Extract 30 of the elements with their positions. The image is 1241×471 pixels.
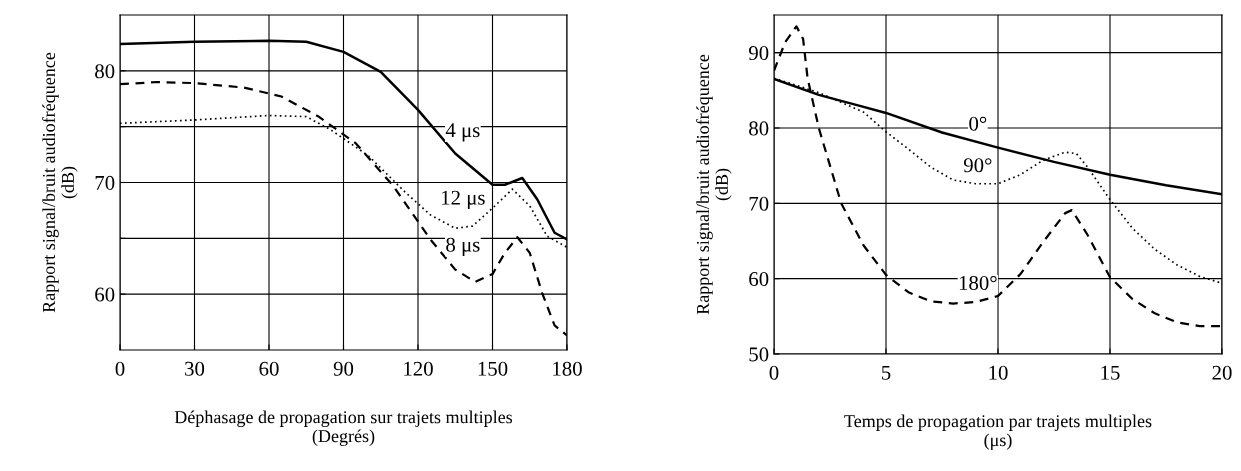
y-axis-title: Rapport signal/bruit audiofréquence (dB) <box>42 52 78 313</box>
x-tick-label: 180 <box>553 361 582 376</box>
x-tick-label: 90 <box>333 361 354 376</box>
x-tick-label: 10 <box>989 365 1008 380</box>
x-tick-label: 120 <box>404 361 433 376</box>
x-tick-label: 15 <box>1101 365 1120 380</box>
y-tick-label: 60 <box>95 287 115 302</box>
series-label: 8 μs <box>446 237 480 256</box>
series-label: 0° <box>969 116 987 131</box>
series-label: 90° <box>963 158 992 173</box>
x-tick-label: 60 <box>259 361 279 376</box>
y-tick-label: 90 <box>748 46 769 61</box>
y-tick-label: 70 <box>95 175 115 190</box>
x-tick-label: 30 <box>185 361 205 376</box>
x-tick-label: 150 <box>478 361 508 376</box>
x-axis-title: Déphasage de propagation sur trajets multiples (Degrés) <box>174 410 513 446</box>
y-tick-label: 80 <box>749 121 769 136</box>
y-tick-label: 70 <box>749 196 769 211</box>
series-label: 180° <box>959 275 997 290</box>
y-axis-title: Rapport signal/bruit audiofréquence (dB) <box>696 54 732 315</box>
y-tick-label: 60 <box>749 272 769 287</box>
x-tick-label: 5 <box>882 365 891 380</box>
series-label: 12 μs <box>442 190 485 209</box>
x-tick-label: 0 <box>115 361 125 376</box>
y-tick-label: 80 <box>95 64 115 79</box>
series-label: 4 μs <box>445 123 480 142</box>
x-tick-label: 20 <box>1212 365 1232 380</box>
x-axis-title: Temps de propagation par trajets multiples (μs) <box>844 414 1152 450</box>
y-tick-label: 50 <box>749 347 769 362</box>
x-tick-label: 0 <box>769 365 779 380</box>
